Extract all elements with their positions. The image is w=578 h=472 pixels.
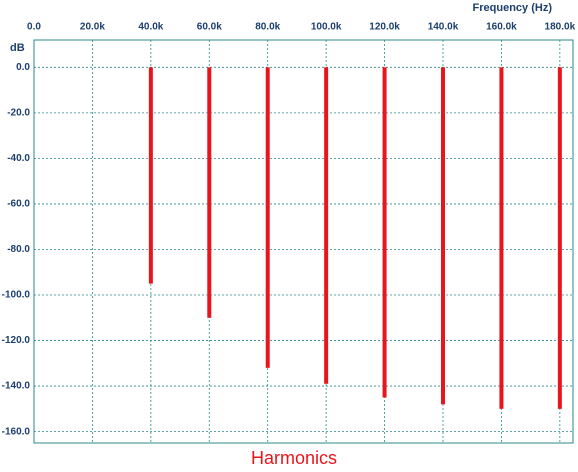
bar: [499, 67, 504, 409]
x-tick-label: 0.0: [27, 22, 41, 33]
x-tick-label: 120.0k: [369, 22, 400, 33]
bar: [207, 67, 212, 318]
y-axis-label: dB: [10, 42, 25, 54]
y-tick-label: -60.0: [7, 199, 30, 210]
bar: [382, 67, 387, 398]
x-axis-label: Frequency (Hz): [473, 2, 553, 14]
x-tick-label: 140.0k: [428, 22, 459, 33]
plot-frame: [33, 39, 574, 444]
bar: [440, 67, 445, 405]
y-tick-label: -80.0: [7, 244, 30, 255]
x-tick-label: 180.0k: [545, 22, 576, 33]
y-tick-label: 0.0: [16, 62, 30, 73]
x-tick-label: 160.0k: [486, 22, 517, 33]
y-tick-label: -160.0: [2, 426, 31, 437]
x-tick-label: 80.0k: [255, 22, 280, 33]
bar: [265, 67, 270, 368]
x-tick-label: 40.0k: [138, 22, 163, 33]
y-tick-label: -120.0: [2, 335, 31, 346]
bar: [557, 67, 562, 409]
y-tick-label: -40.0: [7, 153, 30, 164]
x-tick-label: 60.0k: [197, 22, 222, 33]
y-tick-label: -140.0: [2, 381, 31, 392]
y-tick-label: -20.0: [7, 107, 30, 118]
x-tick-label: 20.0k: [80, 22, 105, 33]
chart-title: Harmonics: [251, 448, 337, 468]
bar: [324, 67, 329, 384]
x-tick-label: 100.0k: [311, 22, 342, 33]
bar: [148, 67, 153, 284]
y-tick-label: -100.0: [2, 290, 31, 301]
